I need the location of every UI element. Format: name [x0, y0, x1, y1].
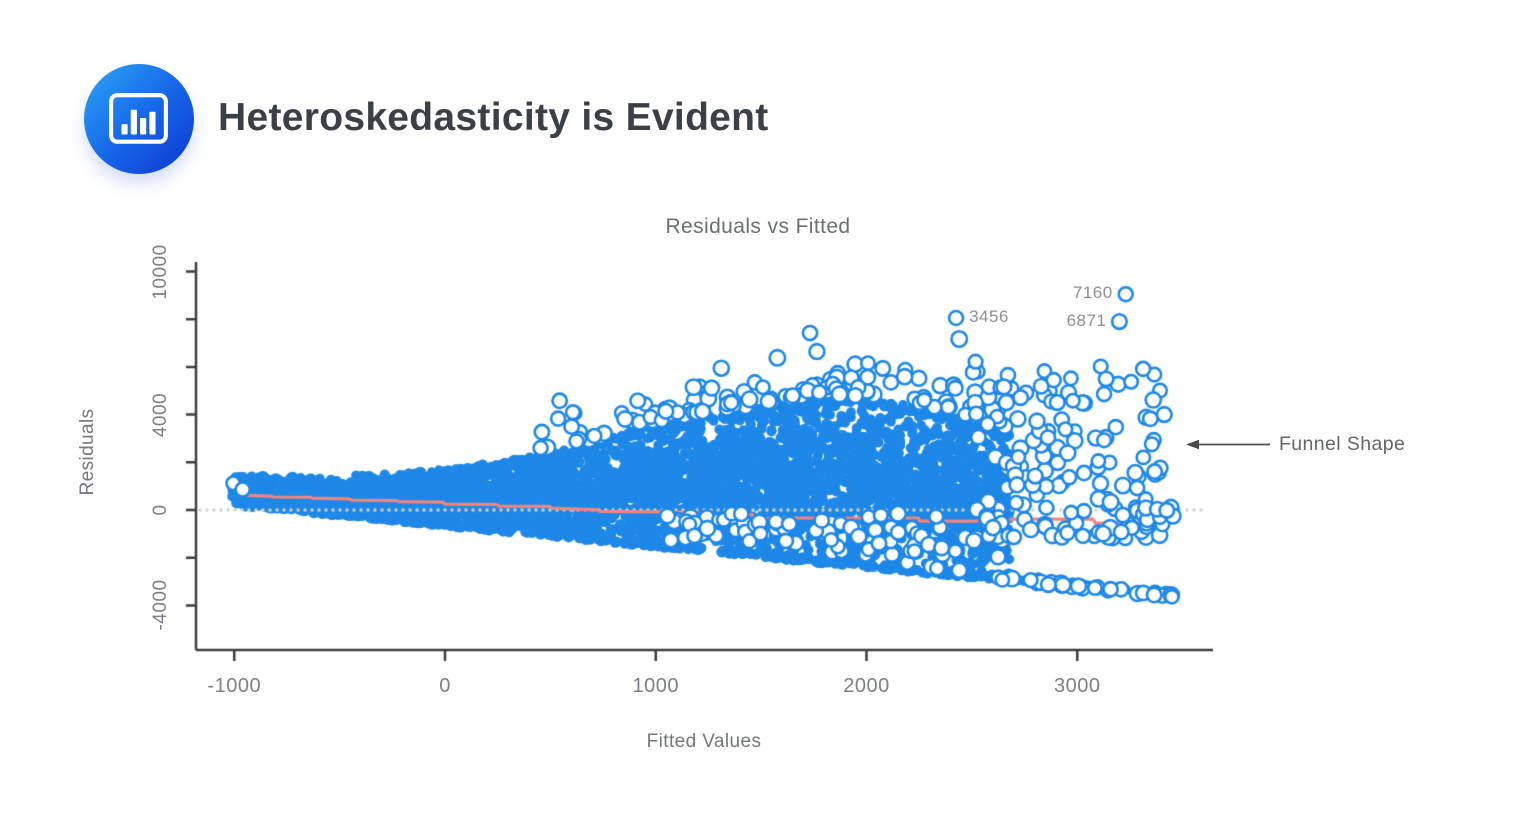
outlier-point-label: 7160: [1072, 283, 1113, 303]
x-tick-label: 0: [439, 675, 451, 697]
outlier-point-label: 3456: [969, 307, 1009, 326]
x-axis-label: Fitted Values: [646, 731, 762, 752]
y-tick-label: 0: [150, 504, 171, 516]
y-tick-label: 10000: [150, 243, 171, 300]
annotation-text: Funnel Shape: [1279, 433, 1406, 455]
y-tick-label: 4000: [150, 392, 171, 437]
left-arrow-icon: [1186, 439, 1270, 450]
funnel-shape-annotation: Funnel Shape: [1186, 433, 1405, 456]
x-tick-label: 2000: [843, 675, 890, 697]
chart-title: Residuals vs Fitted: [665, 215, 851, 238]
y-tick-label: -4000: [150, 579, 171, 631]
outlier-point-label: 6871: [1066, 310, 1107, 330]
x-tick-label: 1000: [632, 675, 679, 697]
y-axis-label: Residuals: [77, 408, 98, 496]
x-tick-label: 3000: [1054, 675, 1101, 697]
x-tick-label: -1000: [207, 675, 262, 697]
